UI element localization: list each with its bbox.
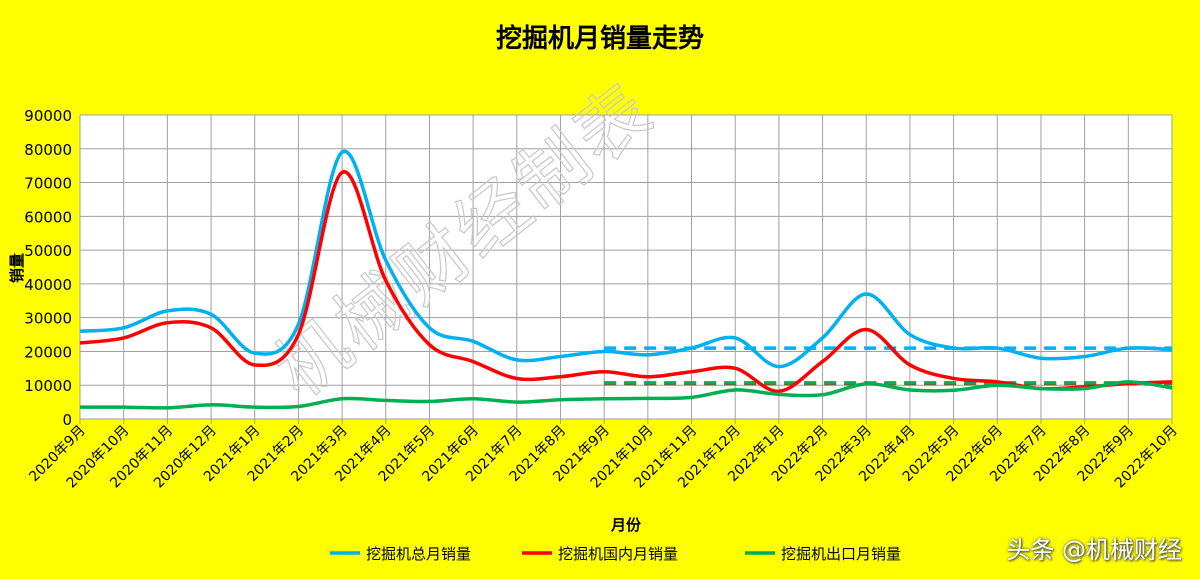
legend-label: 挖掘机总月销量	[366, 545, 471, 563]
chart-title: 挖掘机月销量走势	[495, 24, 704, 54]
y-tick-label: 0	[62, 411, 72, 429]
legend-label: 挖掘机国内月销量	[558, 545, 678, 563]
y-tick-label: 10000	[24, 377, 72, 395]
y-tick-label: 40000	[24, 276, 72, 294]
y-axis-label: 销量	[8, 253, 26, 283]
y-tick-label: 70000	[24, 175, 72, 193]
y-tick-label: 60000	[24, 208, 72, 226]
y-tick-label: 90000	[24, 107, 72, 125]
plot-area	[80, 115, 1172, 419]
y-tick-label: 30000	[24, 310, 72, 328]
brand-logo: 头条 @机械财经	[1006, 536, 1182, 564]
x-axis-label: 月份	[610, 516, 642, 534]
y-tick-label: 50000	[24, 242, 72, 260]
legend-label: 挖掘机出口月销量	[781, 545, 901, 563]
y-tick-label: 20000	[24, 343, 72, 361]
y-tick-label: 80000	[24, 141, 72, 159]
series-line-3	[79, 380, 1173, 410]
